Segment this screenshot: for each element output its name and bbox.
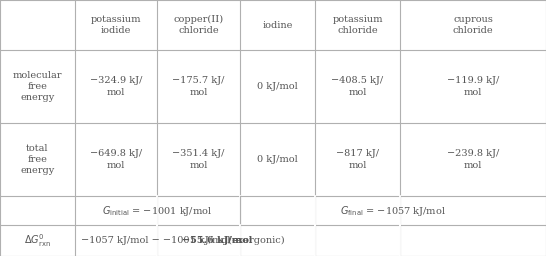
Text: −324.9 kJ/
mol: −324.9 kJ/ mol [90,77,142,97]
Text: 0 kJ/mol: 0 kJ/mol [257,82,298,91]
Text: −1057 kJ/mol − −1001 kJ/mol =: −1057 kJ/mol − −1001 kJ/mol = [81,236,245,245]
Text: −408.5 kJ/
mol: −408.5 kJ/ mol [331,77,383,97]
Text: −119.9 kJ/
mol: −119.9 kJ/ mol [447,77,499,97]
Text: copper(II)
chloride: copper(II) chloride [174,15,223,35]
Text: potassium
iodide: potassium iodide [91,15,141,35]
Text: −239.8 kJ/
mol: −239.8 kJ/ mol [447,150,499,169]
Text: potassium
chloride: potassium chloride [333,15,383,35]
Text: −817 kJ/
mol: −817 kJ/ mol [336,150,379,169]
Text: (exergonic): (exergonic) [225,236,285,245]
Text: −55.6 kJ/mol: −55.6 kJ/mol [182,236,252,245]
Text: 0 kJ/mol: 0 kJ/mol [257,155,298,164]
Text: $\mathit{G}_\mathrm{final}$ = −1057 kJ/mol: $\mathit{G}_\mathrm{final}$ = −1057 kJ/m… [340,204,446,218]
Text: −175.7 kJ/
mol: −175.7 kJ/ mol [173,77,225,97]
Text: iodine: iodine [262,20,293,29]
Text: total
free
energy: total free energy [20,144,55,175]
Text: −351.4 kJ/
mol: −351.4 kJ/ mol [173,150,225,169]
Text: molecular
free
energy: molecular free energy [13,71,62,102]
Text: cuprous
chloride: cuprous chloride [453,15,494,35]
Text: −649.8 kJ/
mol: −649.8 kJ/ mol [90,150,142,169]
Text: $\Delta G^0_\mathrm{rxn}$: $\Delta G^0_\mathrm{rxn}$ [24,232,51,249]
Text: $\mathit{G}_\mathrm{initial}$ = −1001 kJ/mol: $\mathit{G}_\mathrm{initial}$ = −1001 kJ… [103,204,212,218]
